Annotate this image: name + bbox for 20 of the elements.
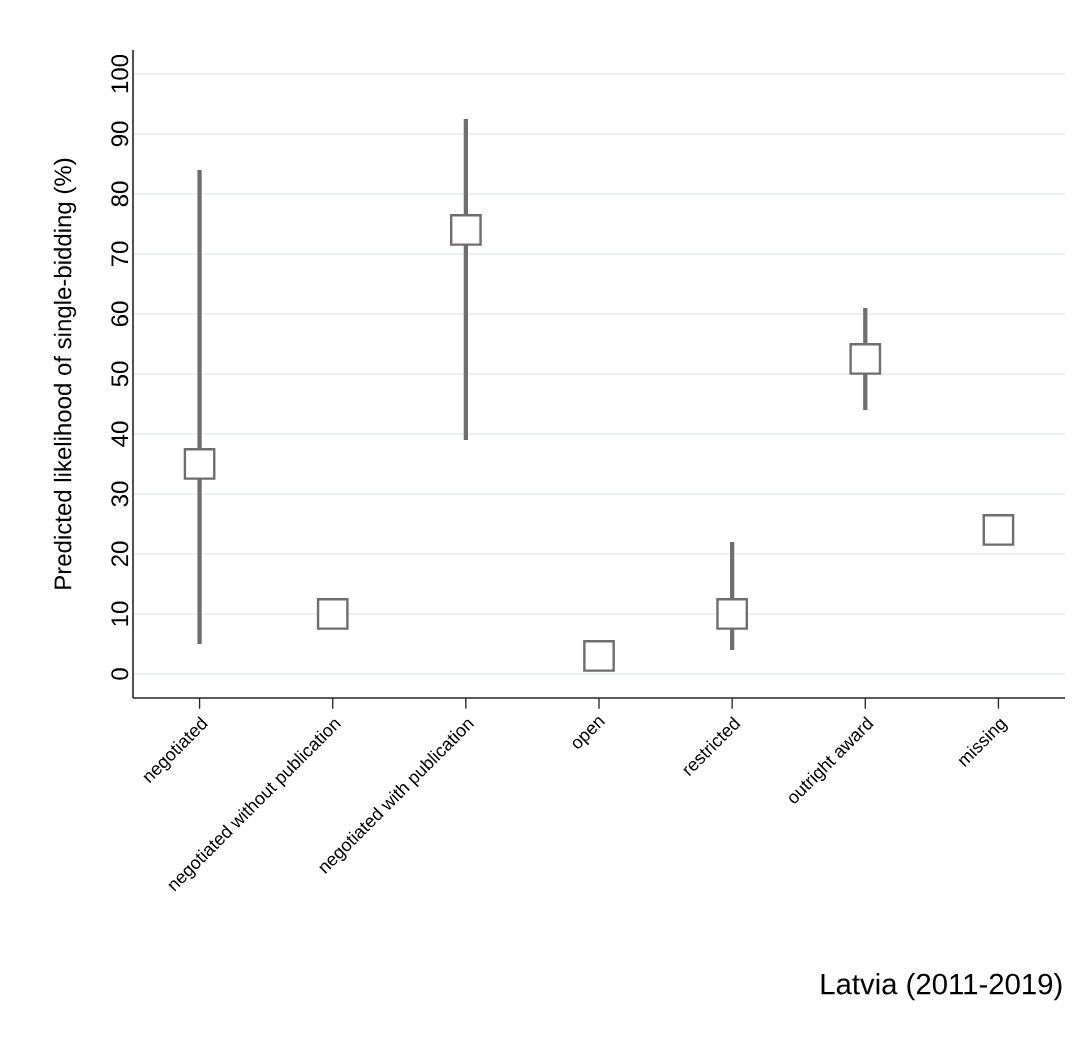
y-tick-label: 60 [111,301,129,327]
point [316,598,349,630]
y-tick-label: 20 [111,541,129,567]
y-tick-label: 0 [111,668,129,680]
point [716,598,749,630]
y-tick-label: 70 [111,241,129,267]
y-tick-label: 90 [111,121,129,147]
y-tick-label: 50 [111,361,129,387]
y-tick-label: 30 [111,481,129,507]
text: Latvia (2011-2019) [821,972,1062,1001]
point [849,343,882,375]
point [583,640,615,672]
point [982,514,1015,546]
y-tick-label: 80 [111,181,129,207]
y-axis-title: Predicted likelihood of single-bidding (%) [53,158,77,589]
point [183,448,216,480]
y-tick-label: 100 [111,54,129,93]
y-tick-label: 10 [111,601,129,626]
y-tick-label: 40 [111,421,129,447]
point [450,214,482,246]
